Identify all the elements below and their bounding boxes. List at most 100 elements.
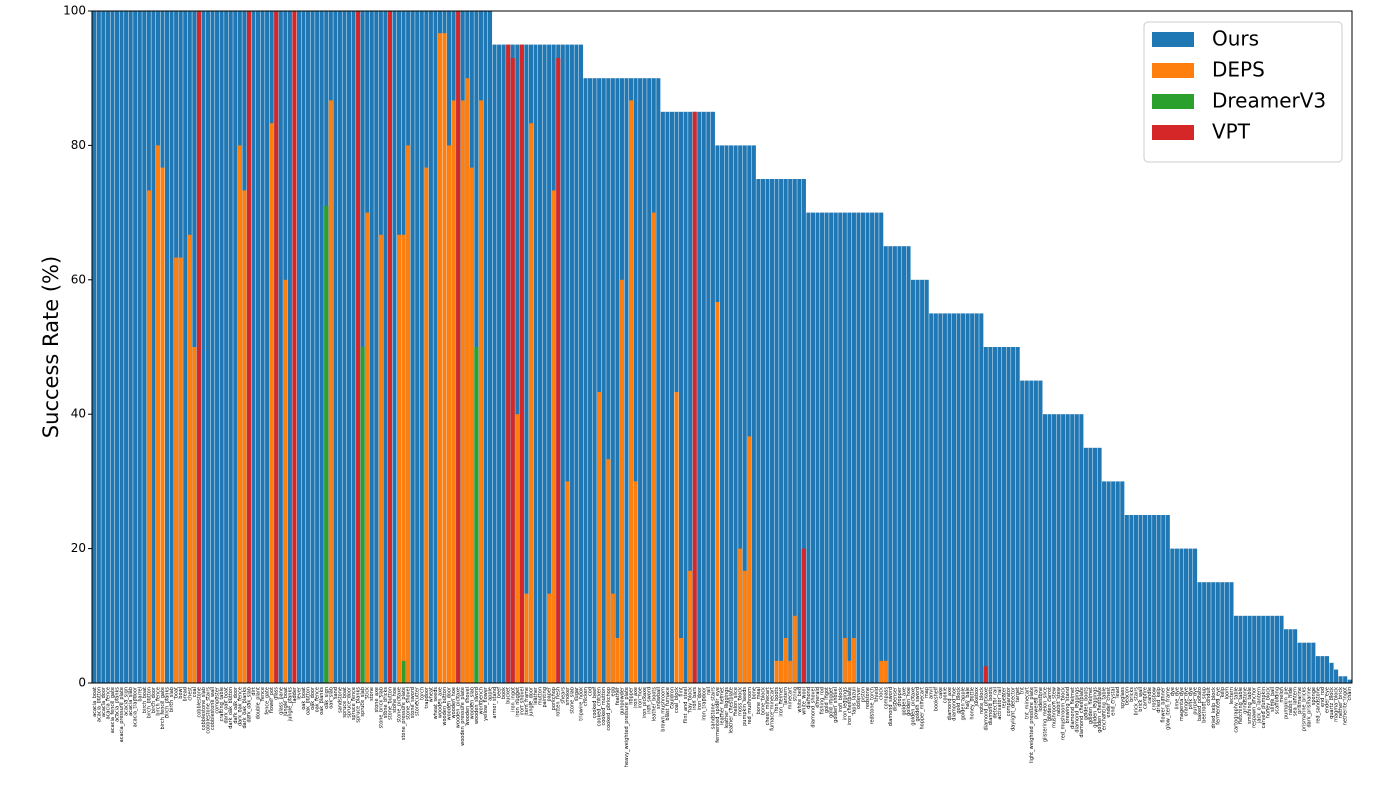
bar [437,33,443,683]
bar [287,11,292,683]
bar [192,347,197,683]
x-tick-label: wooden_slab [469,687,475,719]
y-tick-label: 20 [71,541,86,555]
bar [1001,347,1007,683]
x-tick-label: cod [588,687,594,696]
x-tick-label: jungle_planks [287,687,293,723]
x-tick-label: white_wool [801,687,807,715]
x-tick-label: rabbit_stew [1056,687,1062,716]
x-tick-label: spruce_door [347,686,353,718]
x-tick-label: leather [533,686,539,705]
x-tick-label: bone [751,687,757,699]
bar [1188,548,1193,683]
x-tick-label: honey_block [1265,687,1271,718]
bar [888,246,893,683]
x-tick-label: golden_chestplate [1097,687,1103,733]
bar [196,11,201,683]
bar [1338,676,1343,683]
x-tick-label: dispenser [892,686,898,711]
x-tick-label: end_crystal [1111,687,1117,716]
bar [915,279,920,683]
x-tick-label: stone_axe [374,687,380,712]
x-tick-label: item_frame [524,687,530,716]
x-tick-label: target [1015,687,1021,702]
x-tick-label: golden_hoe [906,687,912,716]
x-tick-label: wooden_sword [474,687,480,724]
bar [633,78,638,683]
bar [797,179,802,683]
bar [269,123,274,683]
bar [965,313,970,683]
bar [647,78,652,683]
bar [656,78,661,683]
x-tick-label: baked_potato [1197,687,1203,721]
bar [237,145,242,683]
x-tick-label: beetroot_soup [1202,687,1208,723]
x-tick-label: activator_rail [997,687,1003,720]
x-tick-label: crossbow [1152,687,1158,710]
bar [1006,347,1011,683]
x-tick-label: stone_brick_slab [378,687,384,728]
legend-label: DEPS [1212,58,1265,82]
bar [697,111,702,684]
x-tick-label: flower_pot [269,687,275,713]
bar [201,11,206,683]
bar [983,347,988,683]
bar [233,11,238,683]
x-tick-label: lapis_lazuli [851,687,857,714]
bar [574,44,579,684]
x-tick-label: minecart [788,687,794,709]
x-tick-label: cobblestone_slab [201,687,207,730]
legend-swatch [1152,125,1194,140]
bar [415,11,420,683]
bar [1152,515,1157,683]
x-tick-label: dirt [251,687,257,696]
bar [1115,481,1120,683]
bar [856,212,861,683]
x-tick-label: stone_slab [569,687,575,714]
x-tick-label: fletching_table [1238,687,1244,724]
bar [96,11,101,683]
bar [406,145,411,683]
x-tick-label: jukebox [974,687,980,707]
x-tick-label: leather_chestplate [729,687,735,734]
x-tick-label: sandstone [337,687,343,713]
bar [1029,380,1034,683]
x-tick-label: birch_boat [142,687,148,713]
bar [1270,615,1275,683]
x-tick-label: acacia_planks [115,687,121,722]
bar [419,11,424,683]
x-tick-label: cauldron [669,687,675,709]
bar [842,637,847,683]
bar [460,100,465,684]
bar [328,100,333,684]
bar [547,44,552,684]
x-tick-label: diamond_pickaxe [983,687,989,730]
x-tick-label: stone_shovel [406,687,412,720]
bar [442,33,447,683]
x-tick-label: lime_dye [1174,687,1180,709]
bar [674,392,679,683]
bar [124,11,129,683]
bar [187,234,192,683]
bar [178,257,183,683]
x-tick-label: hopper_minecart [920,687,926,730]
x-tick-label: spyglass [1120,687,1126,709]
bar [478,100,483,684]
bar [492,44,497,684]
x-tick-label: gold_nugget [829,687,835,718]
bar [1315,656,1320,683]
legend-swatch [1152,32,1194,47]
x-tick-label: yellow_flower [483,686,489,721]
bar [1347,679,1352,683]
bar [1092,447,1098,683]
bar [1206,582,1211,683]
bar [847,212,852,683]
x-tick-label: acacia_slab [128,687,134,716]
x-tick-label: iron_shovel [519,687,525,715]
x-tick-label: pink_dye [1188,687,1194,709]
bar [1288,629,1293,683]
bar [860,212,866,683]
bar [1170,548,1175,683]
x-tick-label: note_block [979,687,985,714]
